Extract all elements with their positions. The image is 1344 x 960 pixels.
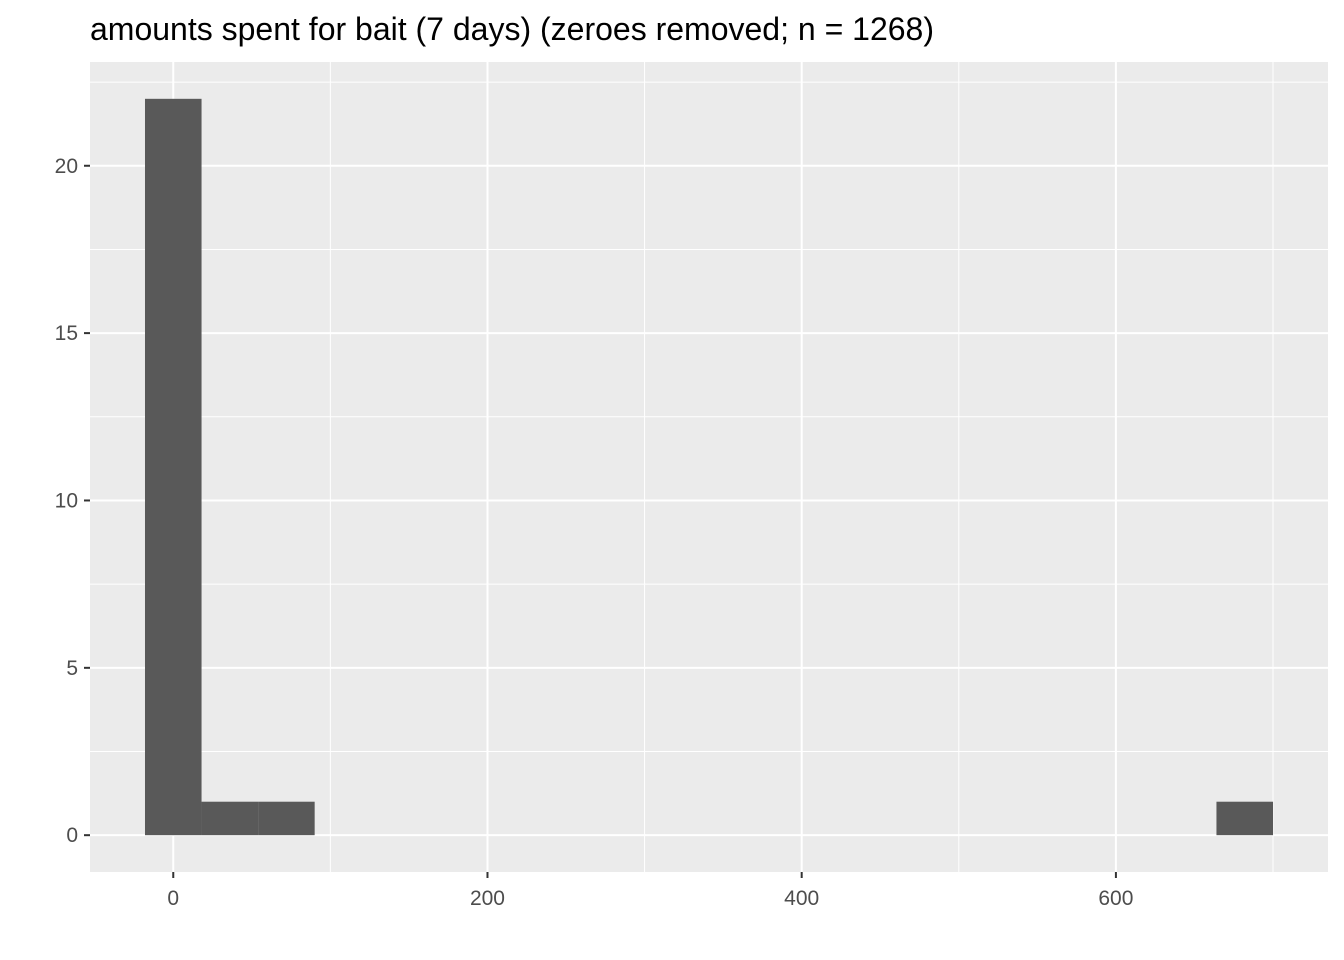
x-axis: 0 200 400 600 [167,872,1133,910]
chart-title: amounts spent for bait (7 days) (zeroes … [90,11,934,47]
histogram-bar [258,801,315,836]
histogram-bar [144,98,202,836]
y-axis: 0 5 10 15 20 [55,155,90,847]
x-tick-label: 200 [470,887,505,910]
x-tick-label: 600 [1098,887,1133,910]
minor-gridlines [90,62,1328,872]
y-tick-label: 15 [55,322,78,345]
x-tick-label: 400 [784,887,819,910]
y-tick-label: 10 [55,489,78,512]
plot-panel [90,62,1328,872]
histogram-bar [201,801,259,836]
y-tick-label: 20 [55,155,78,178]
histogram-bars [144,98,1274,836]
y-tick-label: 5 [66,657,78,680]
x-tick-label: 0 [167,887,179,910]
y-tick-label: 0 [66,824,78,847]
histogram-bar [1216,801,1274,836]
